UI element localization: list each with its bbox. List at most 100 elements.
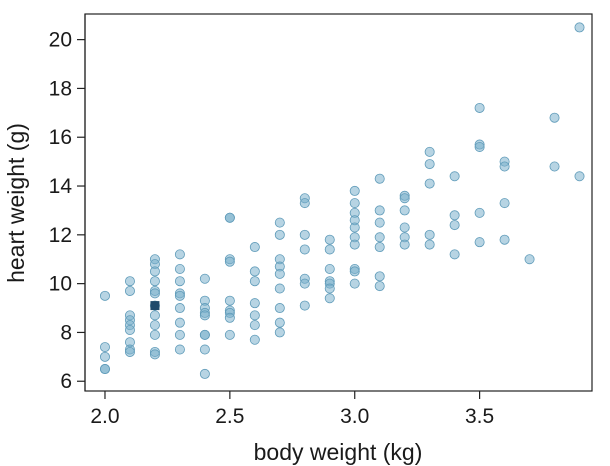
scatter-point (224, 256, 235, 267)
scatter-point (174, 344, 185, 355)
y-tick-label: 18 (49, 77, 72, 100)
y-axis: 6 8 10 12 14 16 18 20 (49, 14, 86, 393)
scatter-point (399, 205, 410, 216)
scatter-point (349, 198, 360, 209)
scatter-point (449, 210, 460, 221)
scatter-point (374, 242, 385, 253)
y-tick-label: 10 (49, 273, 72, 296)
scatter-point (574, 171, 585, 182)
scatter-point (174, 303, 185, 314)
scatter-point (349, 222, 360, 233)
x-axis: 2.0 2.5 3.0 3.5 (90, 391, 494, 428)
scatter-point (324, 244, 335, 255)
scatter-point (99, 342, 110, 353)
scatter-point (99, 351, 110, 362)
scatter-point (149, 288, 160, 299)
scatter-point (399, 222, 410, 233)
scatter-point (374, 205, 385, 216)
scatter-point (274, 268, 285, 279)
scatter-point (324, 293, 335, 304)
x-tick-label: 3.0 (340, 405, 369, 428)
scatter-point (274, 317, 285, 328)
scatter-point (149, 329, 160, 340)
y-tick-label: 12 (49, 224, 72, 247)
scatter-point (549, 112, 560, 123)
scatter-point (99, 290, 110, 301)
scatter-point (424, 229, 435, 240)
scatter-point (374, 271, 385, 282)
scatter-point (249, 334, 260, 345)
y-tick-label: 8 (60, 321, 72, 344)
scatter-point (249, 242, 260, 253)
scatter-point (474, 237, 485, 248)
scatter-point (124, 276, 135, 287)
scatter-point (424, 239, 435, 250)
scatter-point (324, 263, 335, 274)
scatter-point (199, 329, 210, 340)
scatter-point (424, 178, 435, 189)
scatter-point (199, 368, 210, 379)
x-tick-label: 2.0 (90, 405, 119, 428)
scatter-point (374, 217, 385, 228)
scatter-point (224, 295, 235, 306)
scatter-point (174, 249, 185, 260)
scatter-point (449, 171, 460, 182)
scatter-point (199, 310, 210, 321)
y-tick-label: 16 (49, 126, 72, 149)
scatter-point (299, 278, 310, 289)
y-axis-title: heart weight (g) (3, 123, 29, 283)
y-axis-ticks: 6 8 10 12 14 16 18 20 (49, 29, 85, 393)
scatter-point (274, 283, 285, 294)
scatter-point (249, 310, 260, 321)
scatter-point (374, 232, 385, 243)
data-points (99, 22, 585, 379)
scatter-point (349, 266, 360, 277)
scatter-point (299, 198, 310, 209)
x-tick-label: 2.5 (215, 405, 244, 428)
scatter-point (224, 329, 235, 340)
scatter-point (149, 349, 160, 360)
scatter-point (449, 249, 460, 260)
scatter-point (474, 207, 485, 218)
scatter-point (174, 276, 185, 287)
scatter-point (249, 266, 260, 277)
scatter-point (299, 300, 310, 311)
scatter-point (549, 161, 560, 172)
scatter-point (149, 310, 160, 321)
scatter-point (174, 317, 185, 328)
scatter-point (124, 285, 135, 296)
scatter-point (224, 312, 235, 323)
scatter-point (249, 298, 260, 309)
scatter-point (199, 344, 210, 355)
x-tick-label: 3.5 (465, 405, 494, 428)
scatter-point (449, 220, 460, 231)
x-axis-ticks: 2.0 2.5 3.0 3.5 (90, 391, 494, 428)
x-axis-title: body weight (kg) (254, 439, 423, 465)
scatter-point (374, 281, 385, 292)
scatter-point (499, 198, 510, 209)
scatter-point (474, 102, 485, 113)
scatter-point (174, 290, 185, 301)
y-tick-label: 6 (60, 370, 72, 393)
scatter-point (399, 193, 410, 204)
scatter-point (374, 173, 385, 184)
scatter-point (174, 329, 185, 340)
scatter-point (324, 234, 335, 245)
scatter-point (199, 273, 210, 284)
scatter-point (274, 327, 285, 338)
scatter-point (574, 22, 585, 33)
highlighted-point (150, 301, 160, 311)
scatter-point (349, 239, 360, 250)
scatter-point (349, 278, 360, 289)
scatter-point (399, 239, 410, 250)
scatter-point (499, 234, 510, 245)
scatter-point (324, 283, 335, 294)
scatter-point (349, 185, 360, 196)
scatter-point (149, 266, 160, 277)
scatter-point (149, 320, 160, 331)
scatter-point (424, 146, 435, 157)
scatter-point (474, 141, 485, 152)
y-tick-label: 14 (49, 175, 73, 198)
scatter-point (99, 364, 110, 375)
